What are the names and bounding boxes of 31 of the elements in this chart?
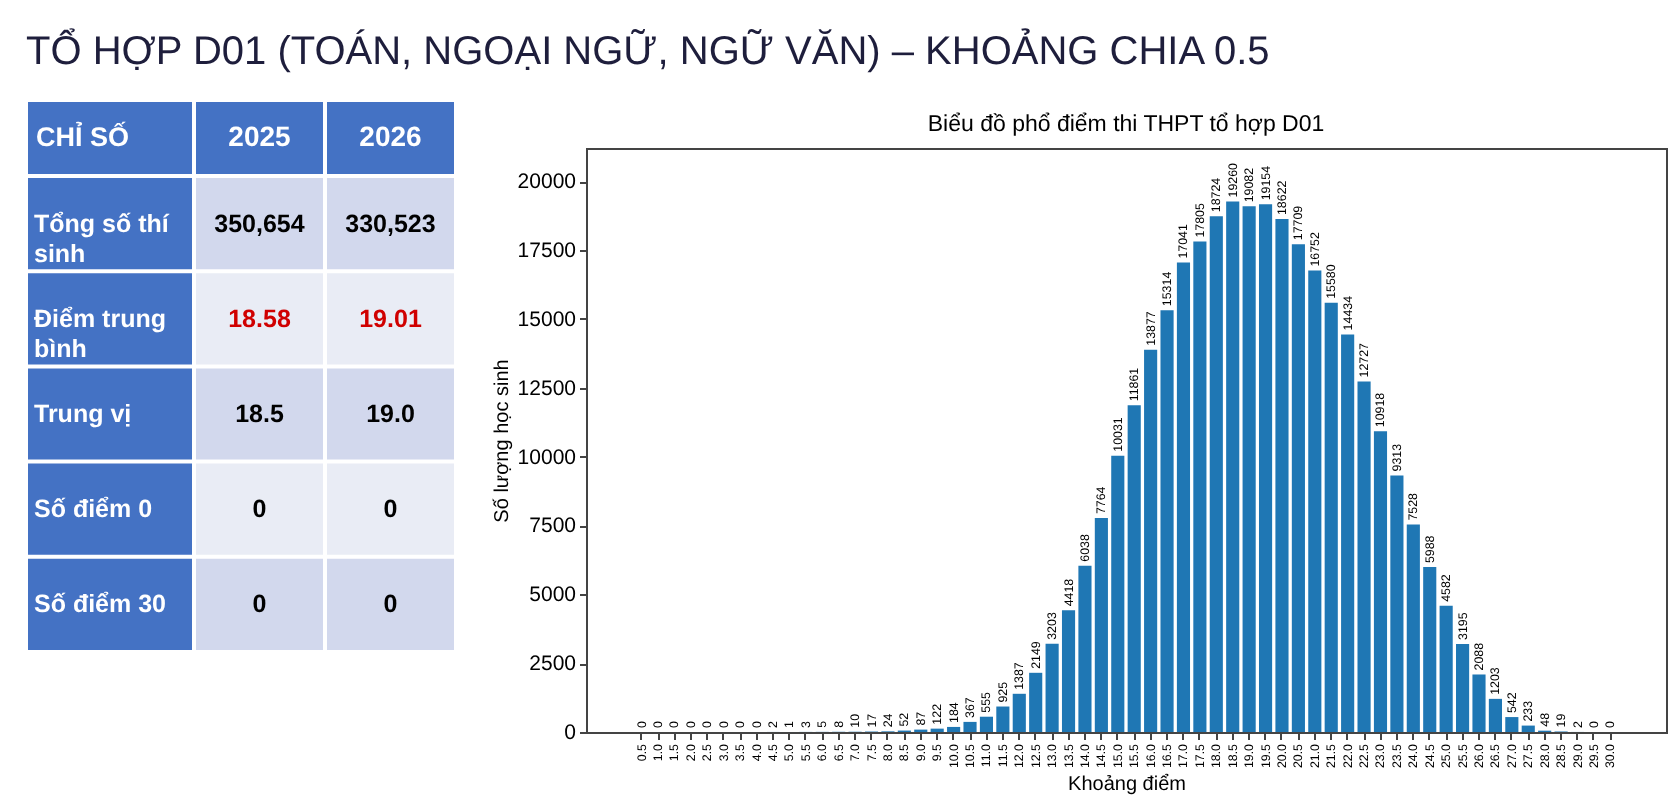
text: 19.0 [366, 400, 415, 428]
text: CHỈ SỐ [36, 120, 130, 152]
y-tick-label: 0 [564, 721, 577, 745]
category-label: Số điểm 0 [34, 495, 153, 524]
text: 0 [252, 590, 267, 619]
category-label: Tổng số thí sinh [34, 209, 169, 268]
y-tick-label: 15000 [517, 307, 577, 332]
y-tick-label: 7500 [529, 514, 577, 539]
text: 0 [383, 495, 398, 524]
text: 0 [252, 495, 267, 524]
text: 18.58 [228, 304, 291, 333]
category-label: 2026 [359, 120, 423, 152]
text: 330,523 [345, 209, 436, 238]
category-label: 2025 [228, 120, 292, 152]
category-label: Điểm trung bình [34, 304, 166, 363]
category-label: Trung vị [34, 400, 132, 428]
text: 18.5 [235, 400, 284, 428]
text: TỔ HỢP D01 (TOÁN, NGOẠI NGỮ, NGỮ VĂN) – KHOẢNG CHIA 0.5 [26, 28, 1270, 74]
text: 0 [383, 590, 398, 619]
y-tick-label: 10000 [517, 445, 577, 470]
y-tick-label: 17500 [517, 238, 577, 263]
y-tick-label: 12500 [517, 376, 577, 401]
chart-title: Biểu đồ phổ điểm thi THPT tổ hợp D01 [927, 111, 1325, 137]
y-tick-label: 2500 [529, 652, 577, 677]
y-tick-label: 5000 [529, 583, 577, 608]
x-axis-title: Khoảng điểm [1068, 772, 1186, 797]
y-axis-title: Số lượng học sinh [491, 359, 514, 523]
category-label: Số điểm 30 [34, 590, 166, 619]
y-tick-label: 20000 [517, 170, 577, 195]
text: 350,654 [214, 209, 305, 238]
text: 19.01 [359, 304, 422, 333]
